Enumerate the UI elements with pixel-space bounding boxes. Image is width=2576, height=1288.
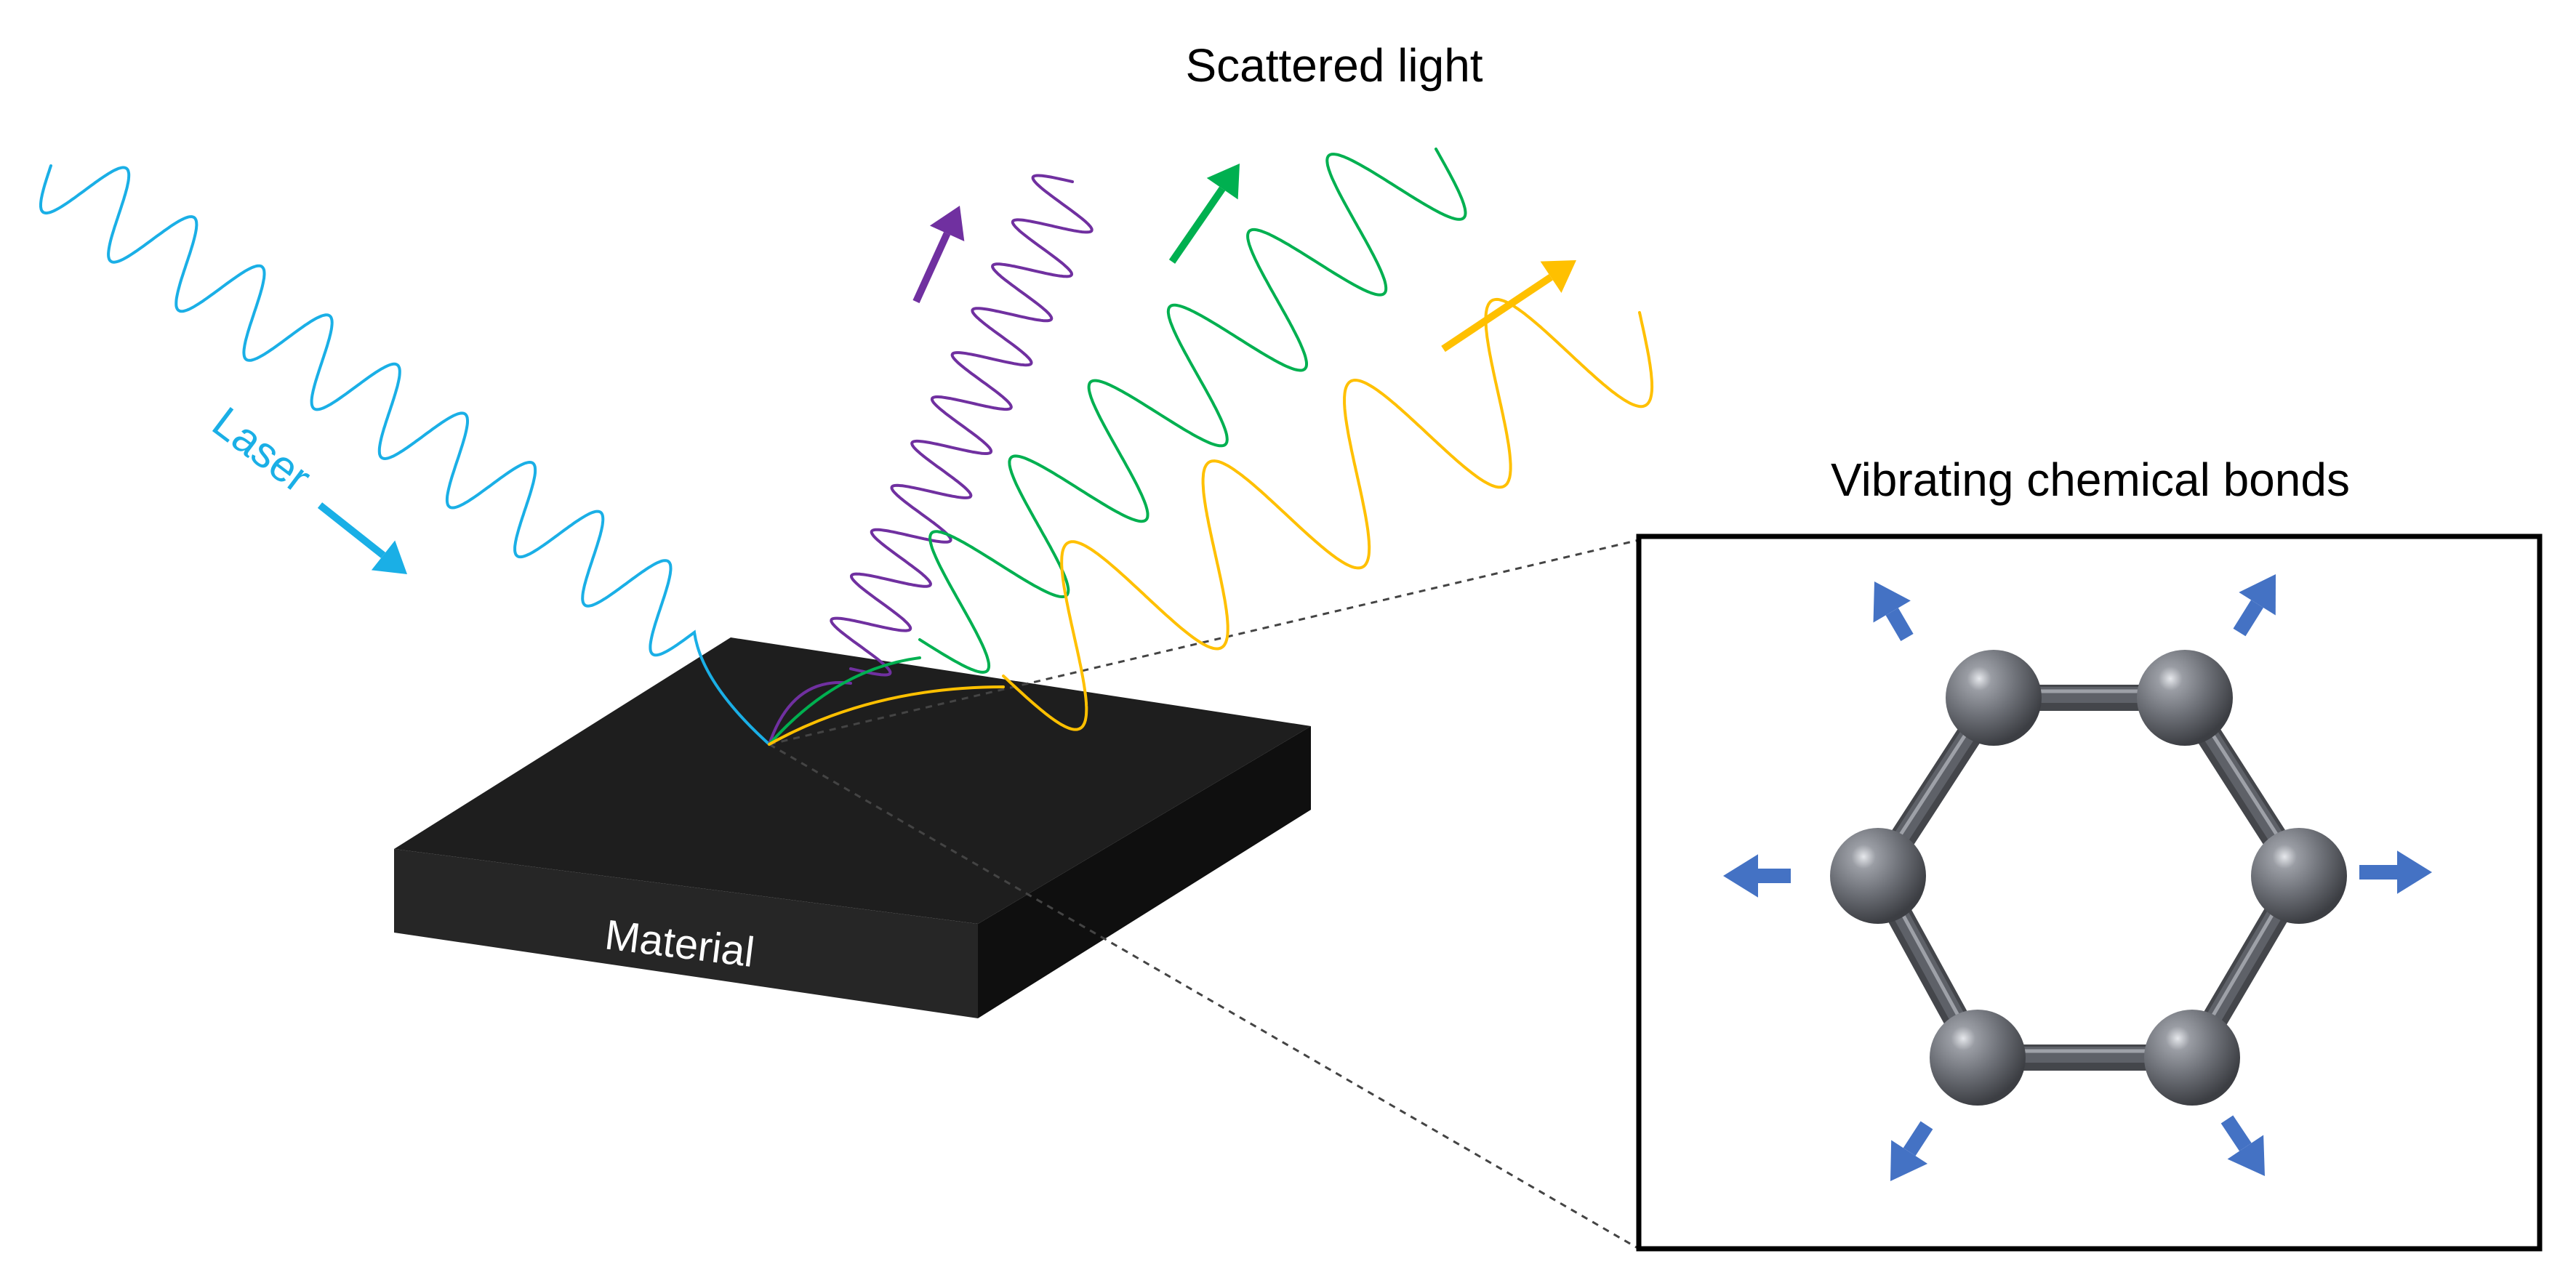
arrow-shaft [1903, 1121, 1933, 1156]
arrow-shaft [1168, 186, 1226, 264]
laser-arrow-icon [317, 502, 407, 574]
benzene-ring-molecule-icon [1830, 650, 2347, 1106]
laser-label: Laser [204, 398, 320, 502]
atom [2137, 650, 2233, 746]
vibration-arrow-icon [2233, 574, 2276, 637]
arrow-shaft [1441, 274, 1553, 353]
zoom-guide-lines [769, 539, 1640, 1250]
arrow-shaft [1885, 608, 1914, 642]
arrow-head [1723, 854, 1758, 898]
molecule-panel [1636, 534, 2543, 1252]
arrow-head [2397, 850, 2432, 894]
atom [2251, 828, 2347, 924]
vibration-arrow-icon [2220, 1115, 2265, 1176]
scatter-arrow-purple-icon [912, 206, 965, 304]
arrow-head [1206, 164, 1240, 200]
slab-side-face [978, 726, 1311, 1018]
arrow-shaft [2233, 600, 2264, 637]
scatter-wave-yellow [768, 297, 1654, 746]
arrow-head [929, 206, 965, 242]
atom [1930, 1010, 2026, 1106]
arrow-head [1890, 1140, 1928, 1181]
zoom-line-top [769, 539, 1640, 746]
arrow-shaft [317, 502, 386, 558]
arrow-head [2239, 574, 2276, 616]
arrow-shaft [912, 232, 951, 304]
material-slab: Material [394, 637, 1311, 1018]
arrow-head [2227, 1135, 2265, 1176]
vibration-arrow-icon [2359, 850, 2432, 894]
atom [1830, 828, 1926, 924]
arrow-head [371, 540, 407, 574]
scattered-light-label: Scattered light [1185, 39, 1482, 92]
atom [1946, 650, 2042, 746]
atom [2144, 1010, 2240, 1106]
arrow-shaft [2220, 1115, 2252, 1151]
scatter-wave-purple [768, 174, 1094, 746]
vibrating-bonds-title: Vibrating chemical bonds [1831, 454, 2350, 506]
vibration-arrows [1723, 574, 2432, 1181]
slab-front-face [394, 849, 978, 1018]
vibration-arrow-icon [1890, 1121, 1933, 1181]
scatter-arrow-yellow-icon [1441, 260, 1576, 353]
vibration-arrow-icon [1723, 854, 1791, 898]
arrow-head [1540, 260, 1576, 293]
slab-top-face [394, 637, 1311, 924]
laser-wave [39, 164, 771, 746]
scatter-wave-green [768, 148, 1467, 746]
vibration-arrow-icon [1873, 581, 1914, 642]
arrow-head [1873, 581, 1911, 623]
scatter-arrow-green-icon [1168, 164, 1240, 264]
